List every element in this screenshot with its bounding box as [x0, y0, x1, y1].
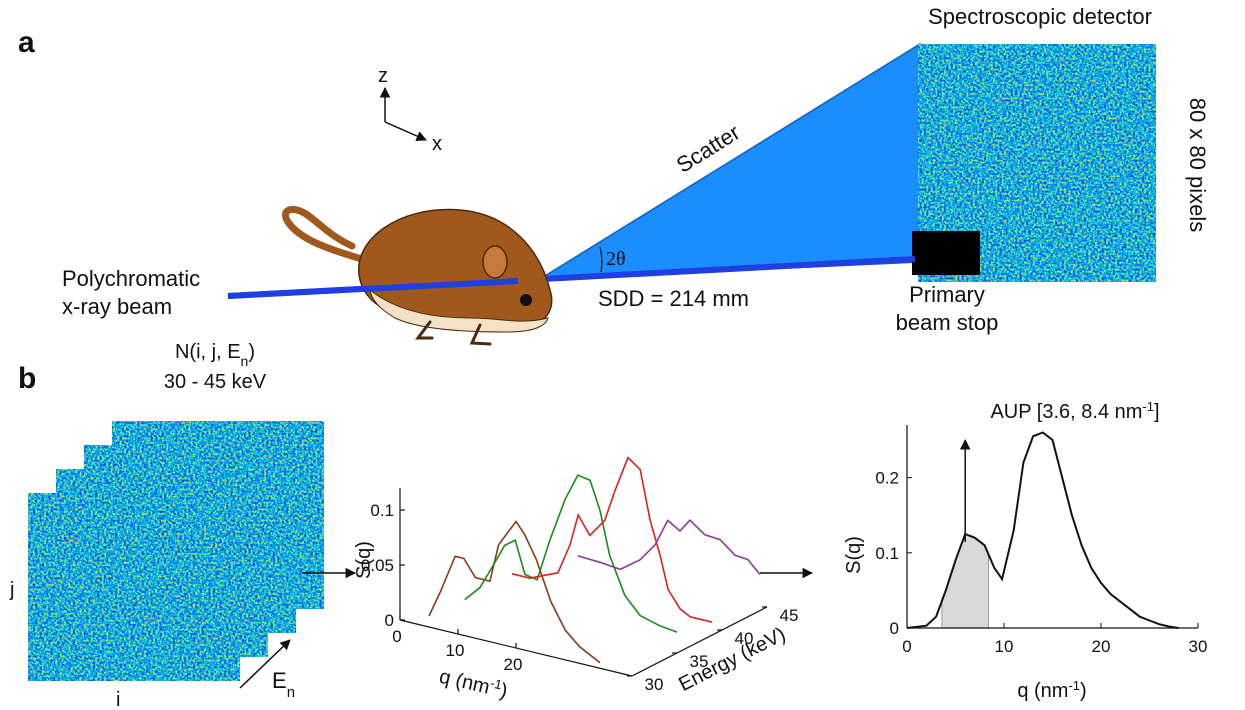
- text-part: ): [1080, 680, 1087, 702]
- y-tick-label: 0: [385, 611, 394, 630]
- text-part: n: [241, 353, 249, 369]
- energy-tick-label: 30: [645, 675, 664, 694]
- beam-stop: [912, 231, 980, 275]
- stack-layer: [27, 492, 241, 682]
- sdd-label: SDD = 214 mm: [598, 286, 749, 311]
- y-axis-label: S(q): [353, 541, 375, 579]
- q-tick-label: 20: [504, 655, 523, 674]
- beam-label: Polychromatic: [62, 266, 200, 291]
- text-part: E: [272, 668, 287, 693]
- stack-title: N(i, j, En): [175, 341, 255, 369]
- energy-axis: [631, 606, 768, 677]
- text-part: n: [287, 684, 295, 701]
- energy-tick-label: 35: [690, 652, 709, 671]
- q-tick-label: 0: [392, 627, 401, 646]
- x-label: x: [432, 133, 442, 155]
- aup-label: AUP [3.6, 8.4 nm-1]: [990, 399, 1159, 424]
- angle-label: 2θ: [606, 248, 626, 270]
- detector-title: Spectroscopic detector: [928, 4, 1152, 29]
- result-plot: S(q) q (nm-1) AUP [3.6, 8.4 nm-1] 00.10.…: [843, 399, 1207, 703]
- mouse: [281, 205, 553, 346]
- text-part: -1: [1068, 678, 1080, 693]
- x-tick-label: 0: [902, 637, 911, 656]
- text-part: q (nm: [1017, 680, 1068, 702]
- j-label: j: [9, 579, 14, 601]
- x-ray-beam-in: [227, 278, 519, 299]
- energy-arrow: [239, 639, 291, 689]
- text-part: AUP [3.6, 8.4 nm: [990, 401, 1142, 423]
- spectrum-line: [577, 519, 761, 576]
- pixels-label: 80 x 80 pixels: [1185, 98, 1210, 233]
- beam-stop-label: Primary: [909, 282, 985, 307]
- spectrum-line: [428, 520, 601, 664]
- y-tick-label: 0: [890, 619, 899, 638]
- energy-label: En: [272, 668, 295, 701]
- spectrum-line: [464, 474, 678, 633]
- text-part: -1: [1142, 399, 1154, 414]
- spectrum-line: [511, 456, 713, 623]
- x-tick-label: 20: [1092, 637, 1111, 656]
- y-tick-label: 0.1: [875, 544, 899, 563]
- text-part: ]: [1154, 401, 1160, 423]
- text-part: ): [248, 341, 255, 363]
- q-tick-label: 10: [446, 641, 465, 660]
- spectra-plot: S(q) q (nm-1) Energy (keV) 00.050.101020…: [353, 456, 799, 703]
- x-axis-label: q (nm-1): [437, 663, 510, 702]
- image-stack: [27, 420, 325, 682]
- text-part: N(i, j, E: [175, 341, 241, 363]
- energy-tick-label: 40: [735, 629, 754, 648]
- y-axis-label: S(q): [843, 536, 865, 574]
- text-part: q (nm: [437, 666, 492, 699]
- energy-range: 30 - 45 keV: [164, 371, 267, 393]
- panel-label: a: [18, 26, 35, 59]
- beam-label: x-ray beam: [62, 294, 172, 319]
- scatter-cone: [537, 42, 921, 280]
- result-line: [906, 431, 1179, 629]
- text-part: -1: [489, 675, 504, 692]
- x-axis-label: q (nm-1): [1017, 678, 1086, 703]
- x-tick-label: 10: [995, 637, 1014, 656]
- y-tick-label: 0.1: [370, 501, 394, 520]
- x-arrow: [384, 121, 427, 142]
- x-tick-label: 30: [1189, 637, 1208, 656]
- energy-tick-label: 45: [780, 606, 799, 625]
- y-tick-label: 0.05: [361, 556, 394, 575]
- i-label: i: [116, 689, 120, 710]
- y-tick-label: 0.2: [875, 469, 899, 488]
- beam-stop-label: beam stop: [896, 310, 999, 335]
- angle-arc: [599, 246, 603, 273]
- panel-label: b: [18, 362, 36, 395]
- text-part: ): [498, 680, 509, 703]
- z-label: z: [378, 65, 388, 87]
